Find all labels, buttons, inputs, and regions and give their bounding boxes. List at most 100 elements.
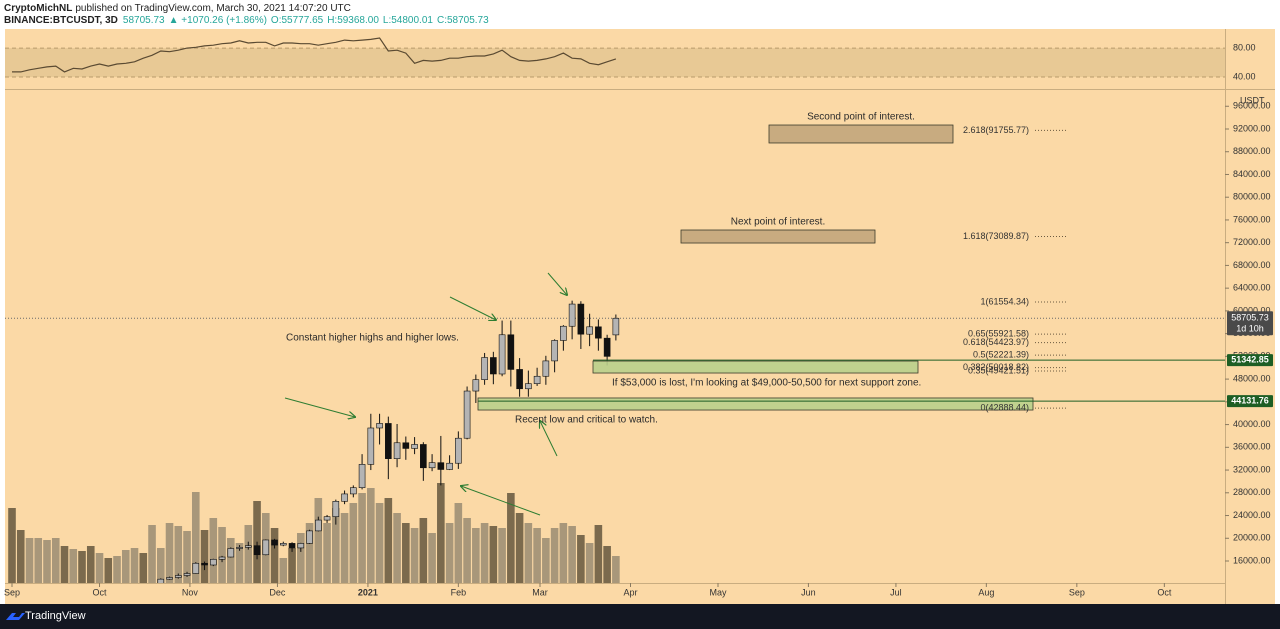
zone — [680, 229, 876, 244]
candle-body — [262, 539, 270, 556]
volume-bar — [288, 548, 296, 583]
candle-body — [244, 545, 252, 548]
header-line-2: BINANCE:BTCUSDT, 3D 58705.73 ▲ +1070.26 (+… — [4, 15, 489, 26]
x-tick-label: Feb — [451, 587, 467, 597]
zone-label: Second point of interest. — [807, 112, 915, 123]
volume-bar — [612, 556, 620, 583]
volume-bar — [174, 526, 183, 583]
x-tick-label: Aug — [978, 587, 994, 597]
volume-bar — [69, 549, 78, 583]
volume-bar — [270, 528, 279, 583]
candle-body — [525, 383, 532, 390]
y-tick-label: 64000.00 — [1233, 283, 1271, 293]
last-price-tag — [1227, 311, 1273, 336]
volume-bar — [402, 523, 410, 583]
volume-bar — [515, 513, 524, 583]
volume-bar — [226, 538, 235, 583]
volume-bar — [384, 498, 393, 583]
candle-body — [455, 437, 462, 464]
volume-bar — [533, 528, 541, 583]
volume-bar — [428, 533, 436, 583]
unit-label: USDT — [1240, 95, 1265, 105]
zone — [768, 124, 954, 144]
volume-bar — [305, 523, 314, 583]
volume-bar — [393, 513, 401, 583]
y-tick-label: 16000.00 — [1233, 555, 1271, 565]
fib-label: 0.65(55921.58) — [968, 328, 1029, 338]
volume-bar — [472, 528, 480, 583]
y-tick-label: 32000.00 — [1233, 464, 1271, 474]
candle-body — [577, 303, 585, 335]
fib-label: 0(42888.44) — [980, 403, 1029, 413]
candle-body — [323, 516, 331, 521]
level-tag — [1227, 354, 1273, 367]
volume-bar — [489, 526, 498, 583]
y-tick-label: 84000.00 — [1233, 169, 1271, 179]
volume-bar — [568, 526, 576, 583]
fib-label: 1(61554.34) — [980, 296, 1029, 306]
x-tick-label: 2021 — [358, 587, 378, 597]
candle-body — [568, 303, 576, 327]
candle-body — [507, 334, 515, 370]
candle-body — [174, 575, 182, 578]
volume-bar — [375, 503, 384, 583]
x-tick-label: Oct — [93, 587, 108, 597]
candle-body — [157, 578, 165, 583]
candle-body — [315, 519, 322, 532]
candle-body — [612, 317, 620, 336]
candle-body — [393, 442, 401, 459]
x-tick-label: Dec — [269, 587, 286, 597]
high: H:59368.00 — [327, 15, 379, 26]
header-line-1: CryptoMichNL published on TradingView.com… — [4, 3, 351, 14]
volume-bar — [148, 525, 156, 583]
candle-body — [332, 501, 340, 517]
volume-bar — [130, 548, 139, 583]
candle-body — [227, 548, 235, 558]
volume-bar — [86, 546, 95, 583]
candle-body — [201, 562, 208, 566]
candle-body — [560, 325, 567, 341]
x-tick-label: May — [710, 587, 728, 597]
volume-bar — [480, 523, 489, 583]
volume-bar — [498, 528, 506, 583]
rsi-band — [5, 48, 1225, 77]
volume-bar — [542, 538, 550, 583]
volume-bar — [314, 498, 323, 583]
candle-body — [358, 464, 366, 488]
level-label: 44131.76 — [1231, 395, 1269, 405]
candle-body — [280, 543, 287, 546]
volume-bar — [183, 531, 191, 583]
volume-bar — [51, 538, 60, 583]
volume-bar — [577, 535, 585, 583]
rsi-pane — [5, 37, 1225, 78]
fib-label: 0.5(52221.39) — [973, 349, 1029, 359]
candle-body — [586, 326, 593, 335]
fib-label: 0.382(50018.82) — [963, 362, 1029, 372]
candle-body — [437, 462, 445, 470]
low: L:54800.01 — [383, 15, 433, 26]
zone — [477, 397, 1034, 411]
y-tick-label: 76000.00 — [1233, 214, 1271, 224]
candle-body — [498, 334, 506, 375]
candle-body — [166, 577, 173, 580]
volume-bar — [244, 525, 253, 583]
volume-bar — [16, 530, 25, 583]
level-label: 51342.85 — [1231, 354, 1269, 364]
change: ▲ +1070.26 (+1.86%) — [169, 15, 267, 26]
y-tick-label: 96000.00 — [1233, 101, 1271, 111]
candle-body — [446, 462, 453, 470]
fib-label: 0.618(54423.97) — [963, 337, 1029, 347]
y-tick-label: 40000.00 — [1233, 419, 1271, 429]
x-tick-label: Sep — [4, 587, 20, 597]
chart-bg — [5, 29, 1275, 604]
volume-bar — [200, 530, 209, 583]
zone-label: Next point of interest. — [731, 217, 826, 228]
volume-bar — [25, 538, 34, 583]
y-tick-label: 68000.00 — [1233, 260, 1271, 270]
brand[interactable]: TradingView — [25, 610, 86, 622]
volume-bar — [445, 523, 454, 583]
author[interactable]: CryptoMichNL — [4, 3, 72, 14]
candle-body — [209, 558, 217, 566]
